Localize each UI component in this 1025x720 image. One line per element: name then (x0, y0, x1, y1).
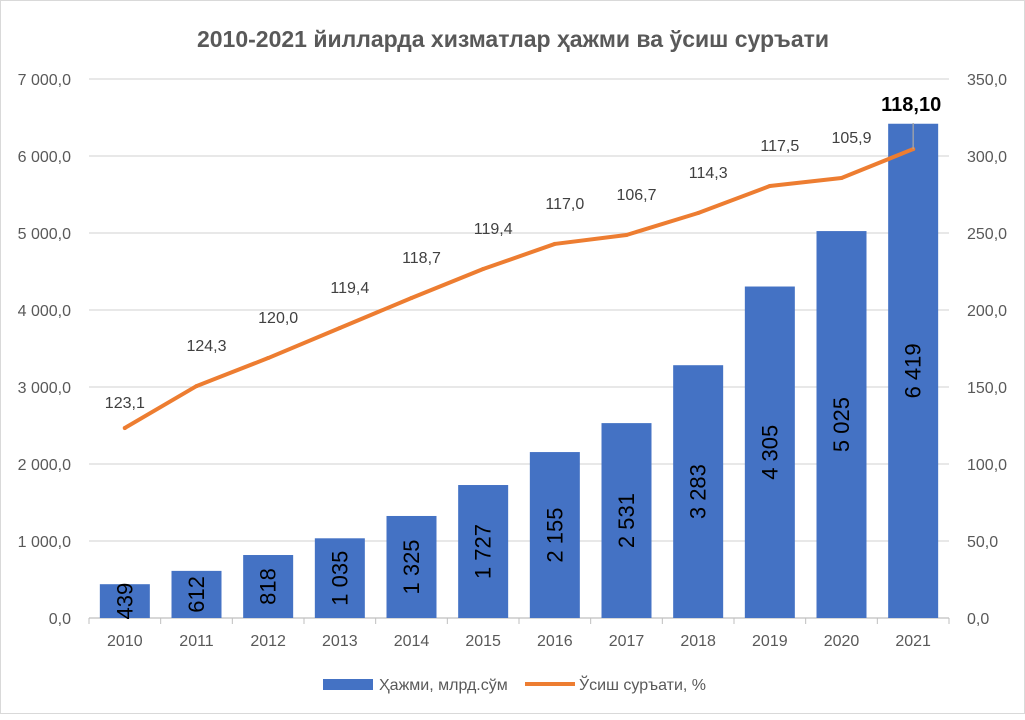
bar-data-label: 2 531 (614, 493, 639, 548)
left-axis-tick-label: 4 000,0 (18, 303, 71, 320)
line-data-label: 119,4 (330, 280, 369, 297)
line-point-2017 (624, 233, 629, 238)
line-data-label: 106,7 (616, 187, 656, 204)
bar-data-label: 6 419 (901, 343, 926, 398)
bar-data-label: 1 727 (471, 524, 496, 579)
bar-data-label: 4 305 (757, 425, 782, 480)
left-axis-tick-label: 5 000,0 (18, 226, 71, 243)
right-axis-tick-label: 200,0 (967, 303, 1007, 320)
bar-2010 (99, 584, 150, 618)
growth-rate-line (122, 147, 916, 430)
bar-2012 (243, 555, 294, 618)
right-axis-tick-label: 350,0 (967, 72, 1007, 89)
right-axis-tick-label: 0,0 (967, 611, 989, 628)
x-axis-tick-label: 2014 (394, 633, 430, 650)
x-axis-tick-label: 2012 (250, 633, 286, 650)
bar-data-label: 5 025 (829, 397, 854, 452)
line-point-2012 (266, 356, 271, 361)
x-axis-tick-label: 2018 (680, 633, 716, 650)
bar-2018 (673, 365, 724, 618)
right-axis-tick-label: 250,0 (967, 226, 1007, 243)
line-data-label: 124,3 (186, 338, 226, 355)
x-axis-tick-label: 2013 (322, 633, 358, 650)
x-axis-tick-label: 2016 (537, 633, 573, 650)
right-axis-tick-label: 50,0 (967, 534, 998, 551)
x-axis-tick-label: 2020 (824, 633, 860, 650)
chart-title: 2010-2021 йилларда хизматлар ҳажми ва ўс… (197, 26, 829, 52)
line-point-2015 (481, 267, 486, 272)
right-axis-tick-label: 150,0 (967, 380, 1007, 397)
bar-data-label: 3 283 (686, 464, 711, 519)
bar-data-label: 818 (256, 568, 281, 605)
left-axis-tick-label: 2 000,0 (18, 457, 71, 474)
line-data-label: 105,9 (831, 130, 871, 147)
line-data-label: 120,0 (258, 310, 298, 327)
line-point-2019 (767, 184, 772, 189)
line-data-label: 119,4 (474, 221, 513, 238)
line-data-label: 118,7 (402, 250, 441, 267)
bar-data-label: 612 (184, 576, 209, 613)
bar-2019 (744, 286, 795, 618)
line-point-2011 (194, 384, 199, 389)
bar-2016 (529, 452, 580, 618)
line-data-label: 117,0 (545, 196, 584, 213)
left-axis-tick-label: 1 000,0 (18, 534, 71, 551)
x-axis-tick-label: 2015 (465, 633, 501, 650)
legend-line-label: Ўсиш суръати, % (579, 674, 706, 694)
bar-2011 (171, 570, 222, 618)
x-axis-tick-label: 2019 (752, 633, 788, 650)
bar-2014 (386, 515, 437, 618)
x-axis-tick-label: 2010 (107, 633, 143, 650)
left-axis-tick-label: 7 000,0 (18, 72, 71, 89)
line-data-label: 118,10 (881, 94, 941, 116)
line-point-2014 (409, 295, 414, 300)
right-axis-tick-label: 100,0 (967, 457, 1007, 474)
legend-bar-label: Ҳажми, млрд.сўм (379, 677, 508, 694)
bar-2020 (816, 231, 867, 618)
line-point-2018 (696, 210, 701, 215)
bar-data-label: 1 035 (327, 551, 352, 606)
line-data-label: 123,1 (105, 395, 145, 412)
left-axis-tick-label: 0,0 (49, 611, 71, 628)
bar-data-label: 1 325 (399, 539, 424, 594)
line-point-2013 (337, 326, 342, 331)
left-axis-tick-label: 3 000,0 (18, 380, 71, 397)
right-axis-tick-label: 300,0 (967, 149, 1007, 166)
line-data-label: 117,5 (760, 138, 799, 155)
bar-data-label: 2 155 (542, 508, 567, 563)
left-axis-tick-label: 6 000,0 (18, 149, 71, 166)
bar-2021 (888, 123, 939, 618)
x-axis-tick-label: 2021 (895, 633, 931, 650)
line-point-2010 (122, 425, 127, 430)
bar-data-label: 439 (112, 583, 137, 620)
line-point-2020 (839, 176, 844, 181)
line-point-2016 (552, 241, 557, 246)
x-axis-tick-label: 2017 (609, 633, 645, 650)
x-axis-tick-label: 2011 (179, 633, 214, 650)
bar-2013 (314, 538, 365, 618)
bar-2017 (601, 423, 652, 618)
line-data-label: 114,3 (689, 165, 728, 182)
legend-bar-swatch (323, 679, 373, 690)
bar-2015 (458, 485, 509, 618)
